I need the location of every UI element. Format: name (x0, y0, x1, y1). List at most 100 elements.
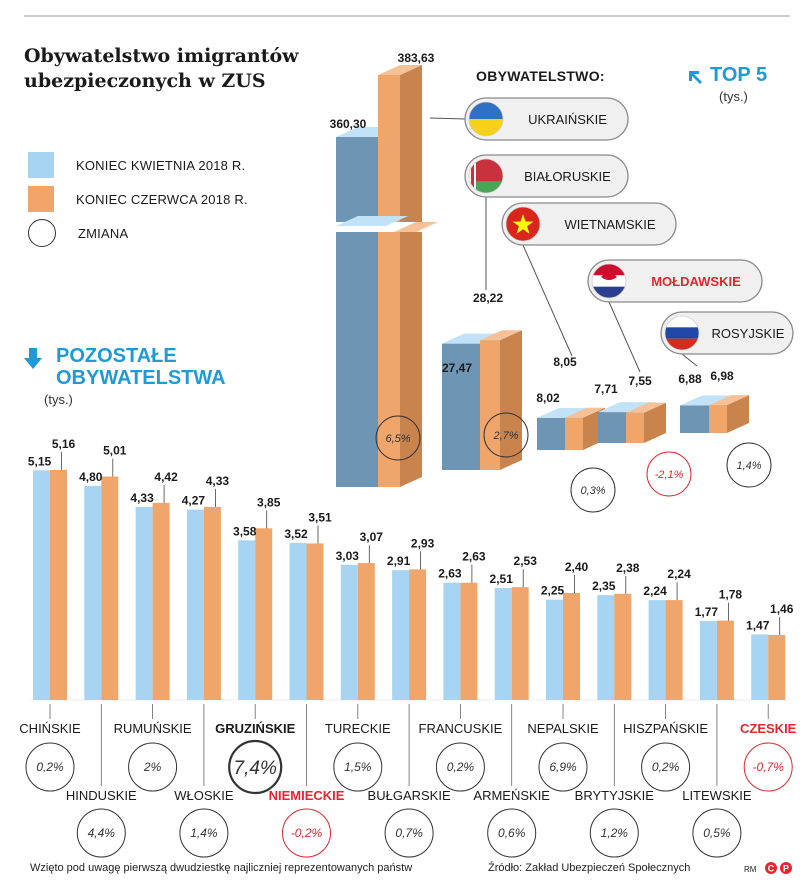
value-label-april-tureckie: 3,03 (336, 549, 360, 563)
callout-line-ukrainskie (429, 117, 466, 120)
value-label-june-gruzinskie: 3,85 (257, 495, 281, 509)
bar-top5-june-rosyjskie-top (709, 395, 749, 406)
change-label-bulgarskie: 0,7% (395, 826, 423, 840)
flag-stripe-white (592, 275, 626, 287)
top5-heading: TOP 5 (710, 64, 768, 86)
bar-top5-june-ukrainskie-top (378, 65, 422, 75)
bar-june-chinskie (50, 469, 67, 700)
change-circle-top5-bialoruskie (483, 412, 529, 458)
others-heading-line2: OBYWATELSTWA (56, 367, 226, 389)
change-label-nepalskie: 6,9% (549, 760, 577, 774)
change-label-hiszpanskie: 0,2% (652, 760, 680, 774)
bar-june-brytyjskie (614, 593, 632, 700)
category-label-hinduskie: HINDUSKIE (66, 788, 137, 803)
bar-june-francuskie (460, 582, 478, 700)
category-label-bulgarskie: BUŁGARSKIE (368, 788, 451, 803)
bar-april-nepalskie (546, 599, 563, 700)
vietnam-flag-icon (505, 206, 541, 242)
others-chart: 5,155,16 CHIŃSKIE 0,2% 4,805,01 HINDUSKIE 4,4… (19, 437, 797, 858)
bar-june-bulgarskie (409, 569, 427, 700)
change-circle-rumunskie (128, 742, 178, 792)
category-label-top5-wietnamskie: WIETNAMSKIE (564, 217, 655, 232)
bar-june-hiszpanskie (665, 600, 683, 700)
bar-june-rumunskie (152, 502, 170, 700)
scale-break-june-top (394, 222, 438, 232)
change-circle-nepalskie (538, 742, 588, 792)
value-label-april-wloskie: 4,27 (182, 494, 206, 508)
flag-stripe-white (665, 316, 699, 328)
source-note: Źródło: Zakład Ubezpieczeń Społecznych (488, 862, 691, 874)
arrow-up-left-icon (689, 71, 702, 84)
others-heading-line1: POZOSTAŁE (56, 345, 177, 367)
flag-emblem (601, 272, 617, 280)
bar-top5-june-moldawskie (626, 412, 644, 443)
change-label-litewskie: 0,5% (703, 826, 731, 840)
value-label-top5-june-bialoruskie: 28,22 (473, 291, 503, 305)
category-label-rumunskie: RUMUŃSKIE (114, 721, 192, 736)
category-label-francuskie: FRANCUSKIE (419, 721, 503, 736)
change-circle-niemieckie (282, 808, 331, 858)
change-label-francuskie: 0,2% (447, 760, 475, 774)
change-circle-tureckie (333, 742, 383, 792)
change-label-armenskie: 0,6% (498, 826, 526, 840)
value-label-april-czeskie: 1,47 (746, 618, 770, 632)
callout-pill-ukrainskie (464, 97, 629, 141)
bar-top5-june-moldawskie-side (644, 402, 666, 443)
change-label-top5-moldawskie: -2,1% (655, 469, 684, 481)
value-label-june-brytyjskie: 2,38 (616, 561, 640, 575)
top5-unit: (tys.) (719, 89, 748, 104)
chart-overlay: 6,5% 2,7% 0,3% -2,1% 1,4% UKRAIŃSKIE BIAŁORUSK… (375, 97, 794, 513)
value-label-june-litewskie: 1,78 (719, 588, 743, 602)
change-circle-hiszpanskie (641, 742, 691, 792)
legend-june: KONIEC CZERWCA 2018 R. (28, 186, 248, 212)
agency-logo-letter-p: P (783, 864, 789, 874)
legend-june-swatch (28, 186, 54, 212)
bar-top5-june-rosyjskie (709, 405, 727, 433)
value-label-june-niemieckie: 3,51 (308, 510, 332, 524)
bar-april-brytyjskie (597, 595, 615, 700)
value-label-june-armenskie: 2,53 (514, 554, 538, 568)
bar-april-niemieckie (289, 543, 307, 700)
change-circle-top5-wietnamskie (570, 467, 616, 513)
value-label-june-bulgarskie: 2,93 (411, 536, 435, 550)
agency-logo-letter-c: C (768, 864, 775, 874)
bar-june-czeskie (768, 634, 786, 700)
value-label-april-gruzinskie: 3,58 (233, 524, 257, 538)
category-label-gruzinskie: GRUZIŃSKIE (215, 721, 296, 736)
change-label-czeskie: -0,7% (753, 760, 785, 774)
value-label-april-francuskie: 2,63 (438, 567, 462, 581)
change-label-gruzinskie: 7,4% (234, 758, 277, 779)
change-circle-chinskie (25, 742, 75, 792)
bar-top5-april-wietnamskie-top (537, 407, 595, 418)
value-label-april-bulgarskie: 2,91 (387, 554, 411, 568)
flag-ring-wietnamskie (505, 206, 541, 242)
bar-june-nepalskie (563, 592, 580, 700)
legend-april-label: KONIEC KWIETNIA 2018 R. (76, 157, 246, 173)
change-label-top5-rosyjskie: 1,4% (736, 460, 761, 472)
flag-stripe-blue (665, 327, 699, 339)
bar-april-gruzinskie (238, 540, 256, 700)
change-label-tureckie: 1,5% (344, 760, 372, 774)
bar-april-czeskie (751, 634, 769, 700)
value-label-top5-april-ukrainskie: 360,30 (330, 117, 367, 131)
bar-top5-june-bialoruskie (480, 340, 500, 470)
bar-june-hinduskie (101, 476, 119, 700)
russia-flag-icon (664, 315, 700, 351)
bar-top5-june-moldawskie-top (626, 402, 666, 413)
value-label-april-niemieckie: 3,52 (284, 527, 308, 541)
category-label-chinskie: CHIŃSKIE (19, 721, 81, 736)
category-label-brytyjskie: BRYTYJSKIE (575, 788, 655, 803)
flag-stripe-yellow (469, 119, 503, 136)
category-label-czeskie: CZESKIE (740, 721, 797, 736)
change-circle-hinduskie (76, 808, 126, 858)
flag-star (512, 214, 534, 234)
bar-april-tureckie (340, 564, 358, 700)
bar-top5-june-rosyjskie-side (727, 395, 749, 433)
flag-stripe-red (469, 159, 503, 182)
value-label-april-chinskie: 5,15 (28, 454, 52, 468)
value-label-june-nepalskie: 2,40 (565, 560, 589, 574)
change-circle-wloskie (179, 808, 229, 858)
bar-top5-june-ukrainskie (378, 75, 400, 487)
value-label-april-hinduskie: 4,80 (79, 470, 103, 484)
flag-stripe-red (592, 264, 626, 276)
